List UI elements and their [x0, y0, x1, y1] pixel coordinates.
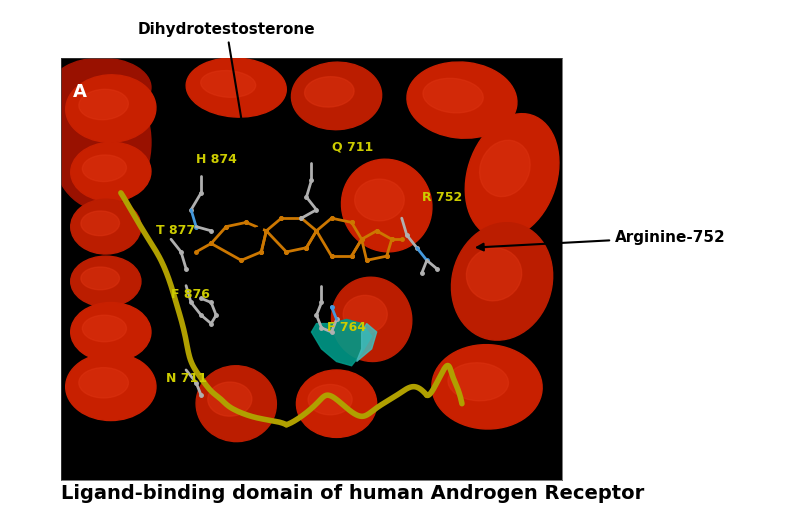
Ellipse shape [354, 179, 404, 221]
Ellipse shape [291, 62, 382, 130]
Ellipse shape [81, 267, 120, 290]
Ellipse shape [308, 385, 352, 415]
Ellipse shape [51, 58, 151, 117]
Ellipse shape [70, 256, 141, 307]
Ellipse shape [341, 159, 432, 252]
Ellipse shape [448, 363, 509, 401]
Text: Ligand-binding domain of human Androgen Receptor: Ligand-binding domain of human Androgen … [61, 484, 644, 503]
Text: Q 711: Q 711 [332, 140, 373, 153]
Text: A: A [73, 83, 87, 101]
Ellipse shape [83, 155, 126, 182]
Text: F 764: F 764 [327, 321, 366, 334]
Ellipse shape [466, 248, 522, 301]
Polygon shape [357, 324, 377, 362]
Ellipse shape [451, 223, 553, 340]
Ellipse shape [66, 353, 156, 421]
Ellipse shape [208, 382, 252, 416]
Ellipse shape [83, 315, 126, 341]
Ellipse shape [196, 366, 277, 442]
Ellipse shape [78, 89, 129, 120]
Ellipse shape [70, 302, 151, 362]
Polygon shape [311, 319, 371, 366]
Ellipse shape [304, 76, 354, 107]
Ellipse shape [51, 75, 151, 210]
Ellipse shape [201, 71, 256, 97]
Ellipse shape [186, 58, 286, 117]
Ellipse shape [70, 142, 151, 201]
Ellipse shape [465, 114, 559, 238]
Text: H 874: H 874 [196, 153, 237, 165]
Text: Dihydrotestosterone: Dihydrotestosterone [138, 22, 316, 234]
Ellipse shape [343, 295, 388, 333]
Ellipse shape [78, 368, 129, 398]
Text: T 877: T 877 [156, 225, 195, 237]
Text: R 752: R 752 [421, 191, 462, 203]
Text: Arginine-752: Arginine-752 [477, 230, 726, 250]
Text: N 711: N 711 [166, 372, 207, 385]
Text: F 876: F 876 [171, 288, 210, 300]
Ellipse shape [480, 140, 530, 197]
Ellipse shape [70, 199, 141, 254]
Ellipse shape [432, 345, 542, 429]
Ellipse shape [423, 79, 483, 113]
Ellipse shape [81, 211, 120, 236]
Ellipse shape [332, 277, 412, 362]
Ellipse shape [407, 62, 517, 138]
Ellipse shape [66, 75, 156, 142]
Ellipse shape [296, 370, 377, 437]
